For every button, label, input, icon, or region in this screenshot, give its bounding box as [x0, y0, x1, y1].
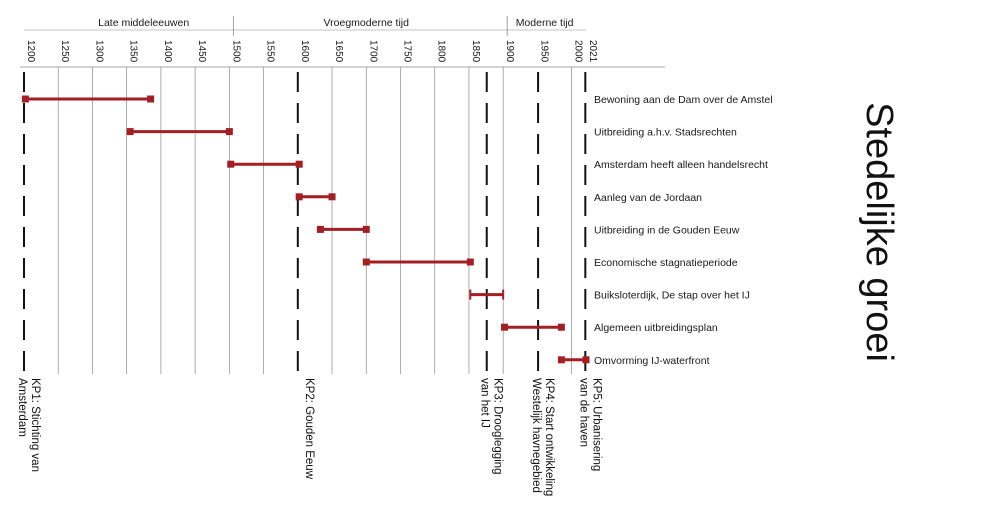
- x-tick-label: 1950: [538, 40, 549, 63]
- key-point-label-line: van het IJ: [479, 378, 491, 428]
- x-tick-label: 1600: [299, 40, 310, 63]
- key-point-label-line: van de haven: [577, 378, 589, 447]
- key-point-label-line: Amsterdam: [16, 378, 28, 437]
- x-tick-label: 1400: [162, 40, 173, 63]
- key-point-label-line: KP2: Gouden Eeuw: [303, 378, 315, 480]
- period-bar-end: [582, 356, 590, 364]
- x-tick-label: 1550: [265, 40, 276, 63]
- x-tick-label: 1650: [333, 40, 344, 63]
- period-label: Buiksloterdijk, De stap over het IJ: [594, 290, 750, 302]
- period-bar: [557, 356, 590, 364]
- x-tick-label: 1700: [367, 40, 378, 63]
- era-label: Vroegmoderne tijd: [324, 17, 410, 29]
- x-tick-label: 1750: [401, 40, 412, 63]
- period-bar: [21, 95, 155, 103]
- period-label: Amsterdam heeft alleen handelsrecht: [594, 159, 768, 171]
- period-label: Omvorming IJ-waterfront: [594, 355, 710, 367]
- period-bar-end: [316, 225, 324, 233]
- period-bar-end: [362, 225, 370, 233]
- period-bar-end: [328, 193, 336, 201]
- period-bar-end: [557, 356, 565, 364]
- period-labels: Bewoning aan de Dam over de Amstel Uitbre…: [594, 94, 773, 367]
- period-bar: [126, 128, 233, 136]
- x-tick-label: 2021: [587, 40, 598, 63]
- key-point-label-line: KP5: Urbanisering: [590, 378, 602, 471]
- period-bar-end: [21, 95, 29, 103]
- period-bar: [316, 225, 370, 233]
- period-bar-end: [225, 128, 233, 136]
- x-tick-label: 1250: [59, 40, 70, 63]
- key-point-label-line: KP4: Start ontwikkeling: [543, 378, 555, 496]
- x-tick-label: 1900: [504, 40, 515, 63]
- period-bar: [501, 323, 565, 331]
- x-axis-ticks: 1200 1250 1300 1350 1400 1450 1500 1550 1600 1650…: [25, 40, 598, 63]
- key-point-label: KP2: Gouden Eeuw: [303, 378, 315, 480]
- x-tick-label: 1850: [470, 40, 481, 63]
- period-bar-end: [295, 160, 303, 168]
- period-bar-end: [557, 323, 565, 331]
- period-bar-end: [227, 160, 235, 168]
- x-tick-label: 1500: [230, 40, 241, 63]
- period-bar: [469, 289, 505, 300]
- period-bar-end: [126, 128, 134, 136]
- key-point-label-line: Westelijk havnegebied: [530, 378, 542, 493]
- period-label: Bewoning aan de Dam over de Amstel: [594, 94, 773, 106]
- x-tick-label: 1300: [93, 40, 104, 63]
- period-bar: [227, 160, 303, 168]
- period-bar-end: [501, 323, 509, 331]
- period-label: Algemeen uitbreidingsplan: [594, 322, 718, 334]
- x-tick-label: 1350: [128, 40, 139, 63]
- period-label: Aanleg van de Jordaan: [594, 192, 702, 204]
- period-bar-end: [466, 258, 474, 266]
- chart-title: Stedelijke groei: [858, 102, 900, 362]
- era-label: Moderne tijd: [516, 17, 574, 29]
- period-label: Uitbreiding a.h.v. Stadsrechten: [594, 127, 737, 139]
- key-point-label-line: KP3: Drooglegging: [492, 378, 504, 475]
- x-tick-label: 2000: [573, 40, 584, 63]
- grid-lines: [20, 66, 665, 374]
- x-tick-label: 1200: [25, 40, 36, 63]
- period-label: Uitbreiding in de Gouden Eeuw: [594, 224, 740, 236]
- period-label: Economische stagnatieperiode: [594, 257, 738, 269]
- period-bars: [21, 95, 590, 364]
- period-bar-end: [295, 193, 303, 201]
- era-label: Late middeleeuwen: [98, 17, 189, 29]
- x-tick-label: 1450: [196, 40, 207, 63]
- x-tick-label: 1800: [436, 40, 447, 63]
- key-point-label-line: KP1: Stichting van: [29, 378, 41, 472]
- era-header: Late middeleeuwen Vroegmoderne tijd Modern…: [24, 16, 586, 36]
- period-bar: [362, 258, 474, 266]
- period-bar-end: [362, 258, 370, 266]
- key-point-lines: [23, 72, 587, 374]
- period-bar: [295, 193, 336, 201]
- period-bar-end: [147, 95, 155, 103]
